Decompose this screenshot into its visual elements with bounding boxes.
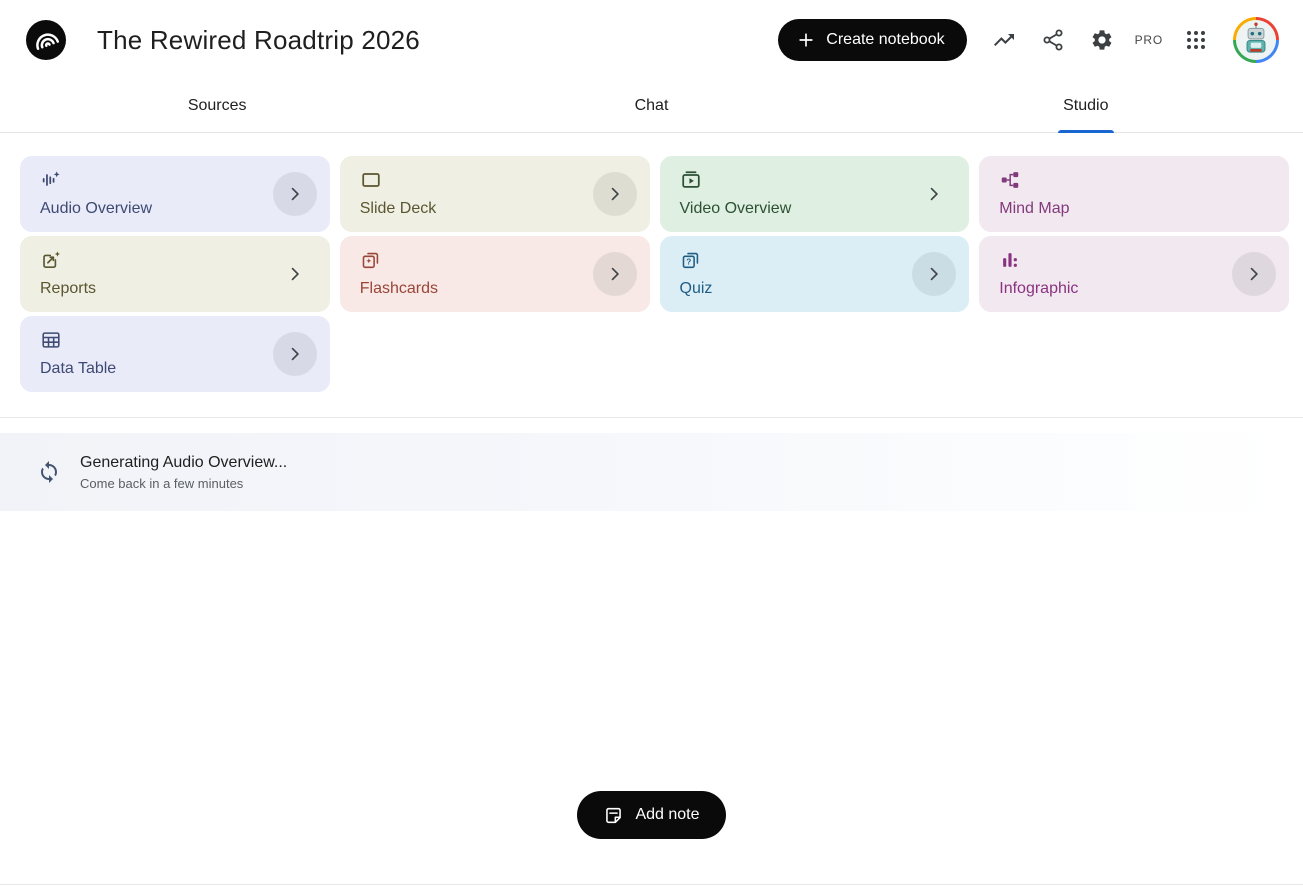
card-infographic[interactable]: Infographic <box>979 236 1289 312</box>
chevron-right-icon[interactable] <box>273 252 317 296</box>
svg-text:?: ? <box>686 257 691 266</box>
card-audio-overview[interactable]: Audio Overview <box>20 156 330 232</box>
card-content: Flashcards <box>360 249 634 298</box>
card-label: Infographic <box>999 280 1079 297</box>
pro-badge: PRO <box>1134 33 1163 47</box>
card-content: Audio Overview <box>40 169 314 218</box>
chevron-right-icon[interactable] <box>912 172 956 216</box>
chevron-right-icon[interactable] <box>592 252 637 296</box>
card-content: ? Quiz <box>680 249 954 298</box>
tab-sources-label: Sources <box>187 97 247 114</box>
create-notebook-label: Create notebook <box>826 31 945 48</box>
chevron-right-icon[interactable] <box>592 172 637 216</box>
card-label: Reports <box>40 280 97 297</box>
tab-studio-label: Studio <box>1063 97 1109 114</box>
slide-deck-icon <box>360 169 382 191</box>
analytics-trending-up-icon[interactable] <box>992 28 1016 52</box>
bottom-divider <box>0 884 1303 885</box>
card-content: Infographic <box>999 249 1273 298</box>
note-icon <box>603 805 624 826</box>
studio-cards-section: Audio Overview Slide Deck <box>0 133 1303 392</box>
card-label: Slide Deck <box>359 200 437 217</box>
card-quiz[interactable]: ? Quiz <box>659 236 970 312</box>
infographic-icon <box>999 249 1021 271</box>
tab-chat-label: Chat <box>634 97 669 114</box>
card-slide-deck[interactable]: Slide Deck <box>339 156 650 232</box>
card-label: Quiz <box>679 280 713 297</box>
avatar-robot-image <box>1236 20 1276 60</box>
mind-map-icon <box>999 169 1021 191</box>
add-note-row: Add note <box>0 791 1303 839</box>
status-title: Generating Audio Overview... <box>80 453 288 471</box>
add-note-label: Add note <box>635 806 700 823</box>
card-content: Data Table <box>40 329 314 378</box>
flashcards-icon <box>360 249 382 271</box>
card-video-overview[interactable]: Video Overview <box>659 156 970 232</box>
chevron-right-icon[interactable] <box>272 172 317 216</box>
reports-icon <box>40 249 62 271</box>
chevron-right-icon[interactable] <box>912 252 957 296</box>
card-content: Slide Deck <box>360 169 634 218</box>
create-notebook-button[interactable]: Create notebook <box>778 19 967 61</box>
notebook-title[interactable]: The Rewired Roadtrip 2026 <box>97 24 420 55</box>
tab-chat[interactable]: Chat <box>434 80 868 132</box>
card-mind-map[interactable]: Mind Map <box>979 156 1289 232</box>
add-note-button[interactable]: Add note <box>577 791 726 839</box>
status-subtitle: Come back in a few minutes <box>80 475 244 491</box>
quiz-icon: ? <box>680 249 702 271</box>
card-content: Mind Map <box>999 169 1273 218</box>
video-overview-icon <box>680 169 702 191</box>
sync-icon <box>37 460 61 484</box>
section-divider <box>0 417 1303 418</box>
card-data-table[interactable]: Data Table <box>20 316 330 392</box>
header-actions: Create notebook PRO <box>778 17 1279 63</box>
card-label: Flashcards <box>359 280 438 297</box>
card-flashcards[interactable]: Flashcards <box>339 236 650 312</box>
data-table-icon <box>40 329 62 351</box>
panel-tabs: Sources Chat Studio <box>0 80 1303 133</box>
card-reports[interactable]: Reports <box>20 236 330 312</box>
notebooklm-logo-icon[interactable] <box>26 20 66 60</box>
tab-studio[interactable]: Studio <box>869 80 1303 132</box>
card-content: Reports <box>40 249 314 298</box>
card-label: Data Table <box>40 360 117 377</box>
audio-waveform-icon <box>40 169 62 191</box>
card-label: Audio Overview <box>40 200 153 217</box>
apps-grid-icon[interactable] <box>1184 28 1208 52</box>
generating-status-banner: Generating Audio Overview... Come back i… <box>0 433 1288 511</box>
card-label: Video Overview <box>679 200 792 217</box>
tab-sources[interactable]: Sources <box>0 80 434 132</box>
status-text: Generating Audio Overview... Come back i… <box>80 454 287 491</box>
chevron-right-icon[interactable] <box>1232 252 1276 296</box>
chevron-right-icon[interactable] <box>272 332 317 376</box>
card-label: Mind Map <box>999 200 1070 217</box>
header: The Rewired Roadtrip 2026 Create noteboo… <box>0 0 1303 80</box>
user-avatar[interactable] <box>1233 17 1279 63</box>
card-content: Video Overview <box>680 169 954 218</box>
settings-gear-icon[interactable] <box>1090 28 1114 52</box>
plus-icon <box>796 30 816 50</box>
share-icon[interactable] <box>1041 28 1065 52</box>
studio-cards-grid: Audio Overview Slide Deck <box>20 156 1289 392</box>
